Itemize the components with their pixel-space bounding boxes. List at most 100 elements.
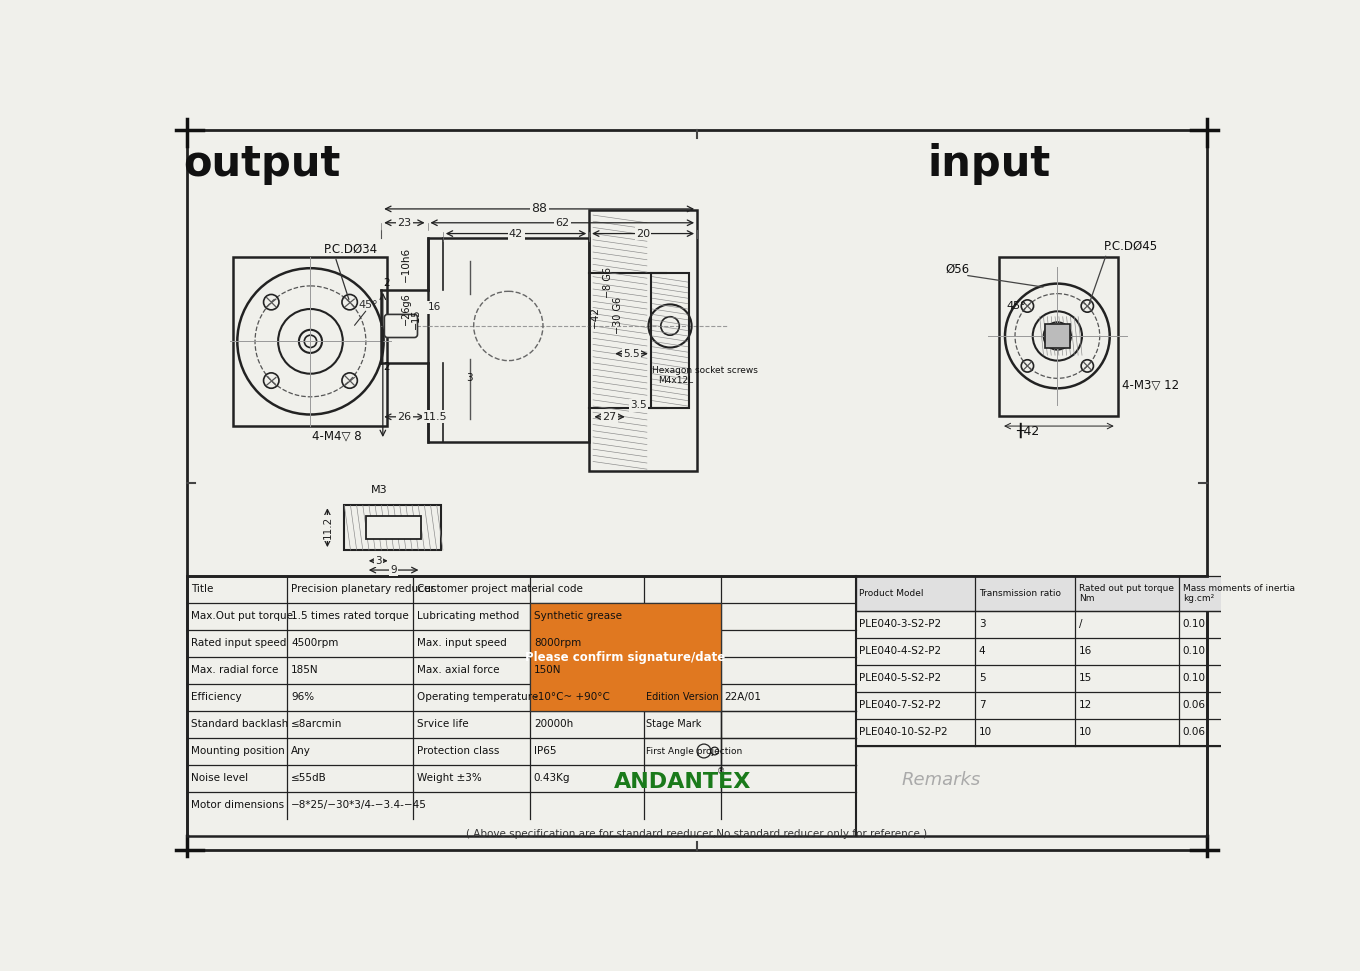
Text: Rated out put torque
Nm: Rated out put torque Nm [1078,584,1174,603]
Text: Hexagon socket screws: Hexagon socket screws [653,366,759,375]
Bar [427,238,589,442]
Text: Customer project material code: Customer project material code [416,585,582,594]
Text: ≤8arcmin: ≤8arcmin [291,720,343,729]
Text: output: output [184,144,340,185]
Bar [188,576,1206,836]
Text: M4x12L: M4x12L [658,376,694,385]
Text: Title: Title [192,585,214,594]
Text: 150N: 150N [533,665,562,675]
Text: 22A/01: 22A/01 [725,692,762,702]
Text: Remarks: Remarks [902,771,981,789]
Text: 23: 23 [397,218,412,228]
Text: Mass moments of inertia
kg.cm²: Mass moments of inertia kg.cm² [1183,584,1295,603]
Text: 20000h: 20000h [533,720,573,729]
Text: Srvice life: Srvice life [416,720,468,729]
Text: 16: 16 [428,303,441,313]
Text: Max. radial force: Max. radial force [192,665,279,675]
Text: 3.5: 3.5 [630,400,647,411]
Text: ≤55dB: ≤55dB [291,773,326,783]
Text: Precision planetary reducer: Precision planetary reducer [291,585,435,594]
Text: 0.10: 0.10 [1183,646,1206,655]
Text: 185N: 185N [291,665,318,675]
Bar [651,273,690,408]
Text: PLE040-3-S2-P2: PLE040-3-S2-P2 [860,619,941,629]
Text: 26: 26 [397,412,412,421]
Text: −26g6: −26g6 [401,292,411,325]
Text: Efficiency: Efficiency [192,692,242,702]
Text: 0.10: 0.10 [1183,673,1206,683]
Text: 2: 2 [384,362,390,372]
Text: 10: 10 [979,726,991,737]
Text: Max.Out put torque: Max.Out put torque [192,612,294,621]
Text: ®: ® [717,767,725,776]
Text: 3: 3 [979,619,986,629]
Text: Weight ±3%: Weight ±3% [416,773,481,783]
Text: 3: 3 [466,373,473,384]
Text: 0.43Kg: 0.43Kg [533,773,570,783]
Bar [589,210,698,471]
Text: 8000rpm: 8000rpm [533,638,581,649]
Text: Protection class: Protection class [416,746,499,756]
Text: 3: 3 [375,555,382,566]
Text: −42: −42 [590,306,600,328]
Bar [530,603,721,711]
Text: P.C.DØ34: P.C.DØ34 [324,243,378,256]
Text: −30 G6: −30 G6 [613,296,623,334]
Text: First Angle projection: First Angle projection [646,747,743,755]
Bar [998,256,1118,416]
Text: Product Model: Product Model [860,589,923,598]
Text: 9: 9 [390,565,397,575]
Text: Please confirm signature/date: Please confirm signature/date [525,651,725,663]
Text: -10°C~ +90°C: -10°C~ +90°C [533,692,609,702]
Text: 7: 7 [979,700,986,710]
Text: 0.10: 0.10 [1183,619,1206,629]
Text: 5.5: 5.5 [623,349,639,358]
Text: 11.5: 11.5 [423,412,447,421]
Text: P.C.DØ45: P.C.DØ45 [1103,240,1157,252]
Text: PLE040-10-S2-P2: PLE040-10-S2-P2 [860,726,948,737]
Text: 4-M4▽ 8: 4-M4▽ 8 [311,429,362,443]
Text: PLE040-4-S2-P2: PLE040-4-S2-P2 [860,646,941,655]
Text: 88: 88 [532,202,547,216]
Text: −15: −15 [411,309,422,329]
Text: M3: M3 [371,485,388,495]
Text: −8*25/−30*3/4-−3.4-−45: −8*25/−30*3/4-−3.4-−45 [291,800,427,810]
Text: IP65: IP65 [533,746,556,756]
Text: ( Above specification are for standard reeducer,No standard reducer only for ref: ( Above specification are for standard r… [466,829,928,839]
Bar [234,256,388,426]
Text: 1.5 times rated torque: 1.5 times rated torque [291,612,409,621]
Text: Rated input speed: Rated input speed [192,638,287,649]
Text: 62: 62 [555,218,570,228]
Text: ANDANTEX: ANDANTEX [613,772,751,792]
Text: PLE040-5-S2-P2: PLE040-5-S2-P2 [860,673,941,683]
Text: Synthetic grease: Synthetic grease [533,612,622,621]
Text: 10: 10 [1078,726,1092,737]
Text: 12: 12 [1078,700,1092,710]
Text: input: input [928,144,1051,185]
Text: −8 G6: −8 G6 [604,267,613,297]
Text: 16: 16 [1078,646,1092,655]
Text: 2: 2 [384,278,390,287]
Text: 27: 27 [602,412,616,421]
Text: Standard backlash: Standard backlash [192,720,288,729]
Text: 42: 42 [509,228,524,239]
FancyBboxPatch shape [385,315,418,338]
Bar [855,576,1282,611]
Text: 15: 15 [1078,673,1092,683]
Text: /: / [1078,619,1083,629]
Text: Stage Mark: Stage Mark [646,720,702,729]
Text: Operating temperature: Operating temperature [416,692,539,702]
Bar [366,517,422,539]
Text: PLE040-7-S2-P2: PLE040-7-S2-P2 [860,700,941,710]
Text: 4500rpm: 4500rpm [291,638,339,649]
Text: 0.06: 0.06 [1183,726,1206,737]
Bar [344,505,441,550]
Text: Max. axial force: Max. axial force [416,665,499,675]
Text: 4-M3▽ 12: 4-M3▽ 12 [1122,378,1179,391]
Text: Max. input speed: Max. input speed [416,638,506,649]
Text: Motor dimensions: Motor dimensions [192,800,284,810]
Text: 20: 20 [636,228,650,239]
Text: 45°: 45° [358,300,378,310]
Bar [1044,323,1070,349]
Text: 0.06: 0.06 [1183,700,1206,710]
